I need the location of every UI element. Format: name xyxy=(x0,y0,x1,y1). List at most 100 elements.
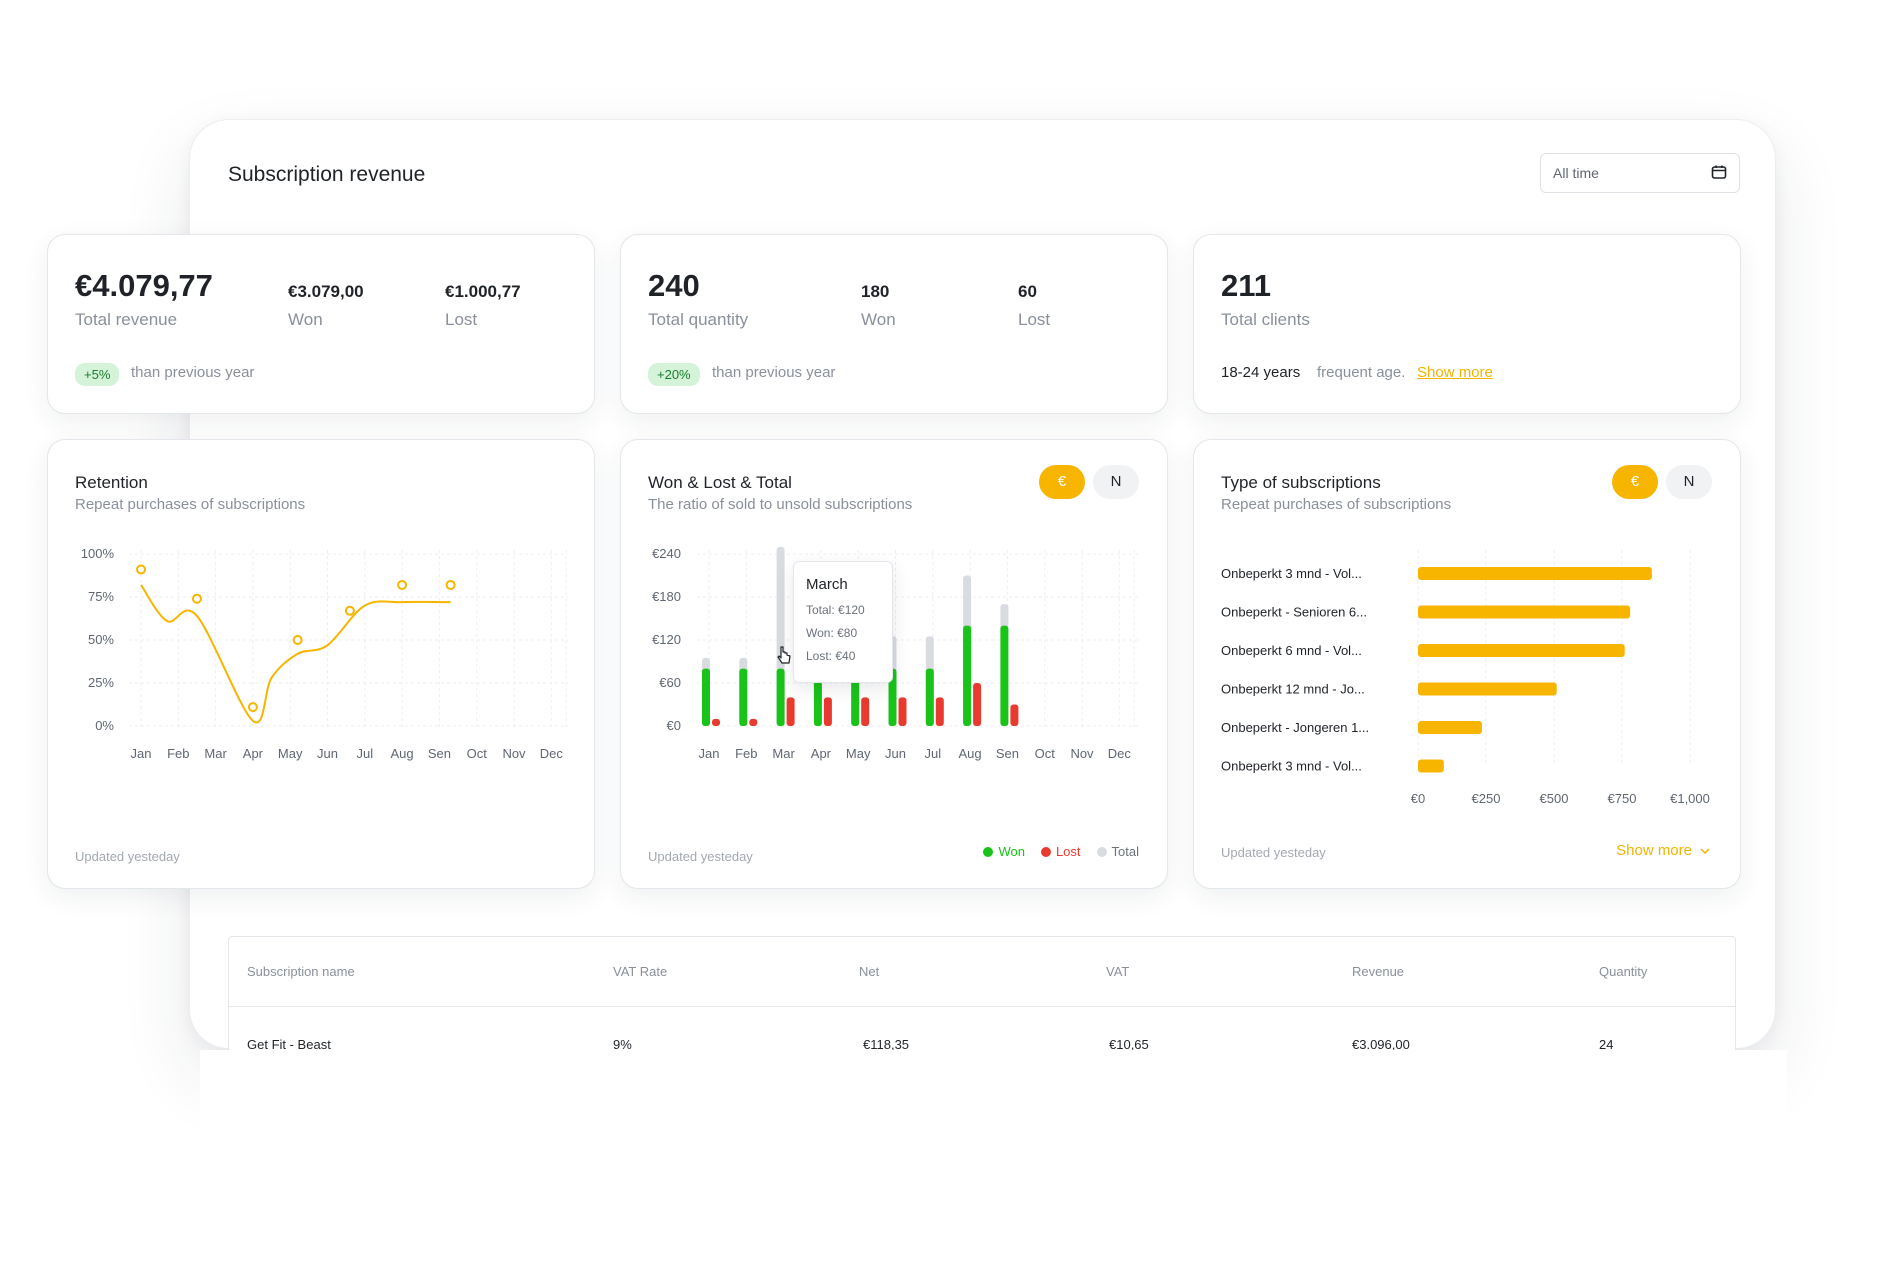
lost-revenue-value: €1.000,77 xyxy=(445,282,521,301)
x-tick-label: Apr xyxy=(811,746,832,761)
quantity-compare-text: than previous year xyxy=(712,364,836,381)
wonlost-chart: Jan Feb Mar Apr May Jun Jul Aug Sen Oct Nov Dec €0 €6… xyxy=(652,546,1141,761)
revenue-card: €4.079,77 Total revenue €3.079,00 Won €1… xyxy=(47,234,595,414)
legend-won-dot xyxy=(983,846,994,857)
y-category-label: Onbeperkt 3 mnd - Vol... xyxy=(1221,759,1362,774)
lost-revenue-label: Lost xyxy=(445,310,478,329)
x-tick-label: Mar xyxy=(772,746,795,761)
retention-line xyxy=(140,584,451,724)
subscription-type-bar xyxy=(1418,759,1444,773)
x-tick-label: Jan xyxy=(699,746,720,761)
x-tick-label: May xyxy=(846,746,871,761)
tooltip-lost: Lost: €40 xyxy=(806,649,856,663)
types-subtitle: Repeat purchases of subscriptions xyxy=(1221,496,1452,513)
types-unit-toggle: € N xyxy=(1612,465,1712,499)
types-show-more-button[interactable]: Show more xyxy=(1616,842,1710,859)
clients-show-more-link[interactable]: Show more xyxy=(1417,364,1493,381)
subscription-type-bar xyxy=(1418,567,1652,580)
wonlost-toggle-euro[interactable]: € xyxy=(1039,465,1085,499)
x-tick-label: €250 xyxy=(1472,791,1501,806)
won-quantity-label: Won xyxy=(861,310,896,329)
won-quantity-value: 180 xyxy=(861,282,890,301)
date-filter-value: All time xyxy=(1553,165,1599,181)
x-tick-label: Jan xyxy=(131,746,152,761)
y-tick-label: €0 xyxy=(667,718,681,733)
total-revenue-label: Total revenue xyxy=(75,310,178,329)
x-tick-label: Jul xyxy=(924,746,941,761)
cursor-pointer-icon xyxy=(777,646,791,664)
chevron-down-icon xyxy=(1700,847,1710,854)
y-tick-label: €240 xyxy=(652,546,681,561)
y-category-label: Onbeperkt - Senioren 6... xyxy=(1221,605,1367,620)
x-tick-label: €750 xyxy=(1608,791,1637,806)
wonlost-card: Won & Lost & Total The ratio of sold to … xyxy=(620,439,1168,889)
x-tick-label: Jun xyxy=(885,746,906,761)
lost-quantity-label: Lost xyxy=(1018,310,1051,329)
y-tick-label: 0% xyxy=(95,718,114,733)
total-quantity-label: Total quantity xyxy=(648,310,749,329)
y-category-label: Onbeperkt - Jongeren 1... xyxy=(1221,720,1369,735)
y-tick-label: 50% xyxy=(88,632,114,647)
types-title: Type of subscriptions xyxy=(1221,473,1381,492)
chart-tooltip: March Total: €120 Won: €80 Lost: €40 xyxy=(793,561,893,683)
legend-won-label: Won xyxy=(998,844,1025,859)
table-header: VAT Rate xyxy=(613,964,668,979)
wonlost-updated-text: Updated yestedаy xyxy=(648,849,753,864)
bar-lost xyxy=(973,683,982,726)
x-tick-label: Oct xyxy=(467,746,488,761)
table-header: VAT xyxy=(1106,964,1130,979)
panel-bottom-fade xyxy=(200,1050,1787,1273)
table-cell-vat-rate: 9% xyxy=(613,1037,632,1052)
retention-point xyxy=(344,605,355,616)
y-tick-label: 100% xyxy=(81,546,115,561)
retention-card: Retention Repeat purchases of subscripti… xyxy=(47,439,595,889)
date-filter-select[interactable]: All time xyxy=(1540,153,1740,193)
wonlost-toggle-n[interactable]: N xyxy=(1093,465,1139,499)
x-tick-label: Mar xyxy=(204,746,227,761)
quantity-growth-badge: +20% xyxy=(648,363,700,386)
lost-quantity-value: 60 xyxy=(1018,282,1037,301)
subscription-type-bar xyxy=(1418,644,1625,657)
table-cell-vat: €10,65 xyxy=(1109,1037,1149,1052)
x-tick-label: Jun xyxy=(317,746,338,761)
wonlost-legend: Won Lost Total xyxy=(983,844,1139,859)
types-show-more-label: Show more xyxy=(1616,842,1692,859)
table-header: Quantity xyxy=(1599,964,1648,979)
x-tick-label: Nov xyxy=(502,746,526,761)
retention-point xyxy=(191,593,202,604)
tooltip-won: Won: €80 xyxy=(806,626,858,640)
legend-total-label: Total xyxy=(1111,844,1139,859)
x-tick-label: €500 xyxy=(1540,791,1569,806)
x-tick-label: Dec xyxy=(1108,746,1132,761)
bar-lost xyxy=(786,697,795,726)
bar-won xyxy=(925,668,934,726)
legend-lost-label: Lost xyxy=(1055,844,1081,859)
bar-lost xyxy=(935,697,944,726)
retention-point xyxy=(397,579,408,590)
bar-won xyxy=(963,625,972,726)
page-title: Subscription revenue xyxy=(228,163,426,186)
table-cell-quantity: 24 xyxy=(1599,1037,1614,1052)
legend-total-dot xyxy=(1096,846,1107,857)
y-category-label: Onbeperkt 6 mnd - Vol... xyxy=(1221,643,1362,658)
x-tick-label: Jul xyxy=(356,746,373,761)
y-tick-label: €180 xyxy=(652,589,681,604)
x-tick-label: Aug xyxy=(959,746,982,761)
frequent-age-value: 18-24 years xyxy=(1221,364,1301,381)
wonlost-unit-toggle: € N xyxy=(1039,465,1139,499)
x-tick-label: Dec xyxy=(540,746,564,761)
total-quantity-value: 240 xyxy=(648,268,700,303)
retention-title: Retention xyxy=(75,473,148,492)
x-tick-label: Sen xyxy=(996,746,1019,761)
x-tick-label: Sen xyxy=(428,746,451,761)
types-toggle-n[interactable]: N xyxy=(1666,465,1712,499)
bar-lost xyxy=(898,697,907,726)
frequent-age-label: frequent age. xyxy=(1317,364,1406,381)
table-cell-net: €118,35 xyxy=(863,1037,910,1052)
clients-card: 211 Total clients 18-24 years frequent a… xyxy=(1193,234,1741,414)
x-tick-label: Aug xyxy=(391,746,414,761)
retention-point xyxy=(445,579,456,590)
types-toggle-euro[interactable]: € xyxy=(1612,465,1658,499)
table-cell-name[interactable]: Get Fit - Beast xyxy=(247,1037,331,1052)
total-clients-value: 211 xyxy=(1221,268,1272,303)
